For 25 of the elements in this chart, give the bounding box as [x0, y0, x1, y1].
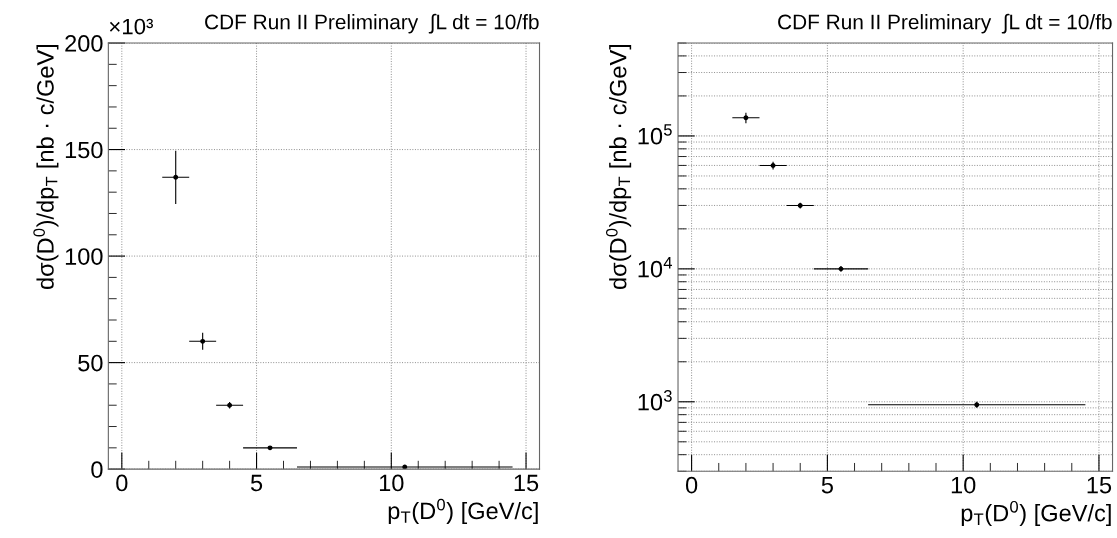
y-tick-label: 200	[65, 35, 103, 52]
y-tick-label: 10$^{4}$	[638, 257, 672, 278]
y-tick-label: 150	[65, 141, 103, 159]
x-tick-label: 15	[1087, 477, 1112, 494]
y-tick-label: 50	[78, 354, 103, 372]
x-axis-title: p$_{T}$(D$^{0}$) [GeV/c]	[961, 500, 1111, 527]
x-tick-label: 5	[821, 477, 833, 494]
y-axis-title: dσ(D$^{0}$)/dp$_{T}$ [nb · c/GeV]	[33, 44, 59, 290]
x-tick-label: 0	[116, 474, 128, 492]
point	[200, 338, 206, 344]
x-tick-label: 5	[250, 474, 263, 492]
y-axis-title: dσ(D$^{0}$)/dp$_{T}$ [nb · c/GeV]	[605, 44, 632, 290]
y-tick-label: 10$^{5}$	[638, 124, 672, 145]
x-tick-label: 15	[514, 474, 539, 492]
y-tick-label: 0	[91, 461, 103, 478]
chart-title: CDF Run II Preliminary ∫L dt = 10/fb	[205, 13, 539, 34]
x-tick-label: 10	[379, 474, 404, 492]
chart-title: CDF Run II Preliminary ∫L dt = 10/fb	[778, 13, 1112, 34]
point	[173, 174, 179, 180]
x-tick-label: 0	[685, 476, 698, 494]
x-tick-label: 10	[951, 476, 976, 494]
y-tick-label: 10$^{3}$	[638, 390, 672, 411]
x-axis-title: p$_{T}$(D$^{0}$) [GeV/c]	[388, 498, 538, 524]
text: ×10³	[109, 18, 154, 35]
y-tick-label: 100	[65, 248, 103, 265]
